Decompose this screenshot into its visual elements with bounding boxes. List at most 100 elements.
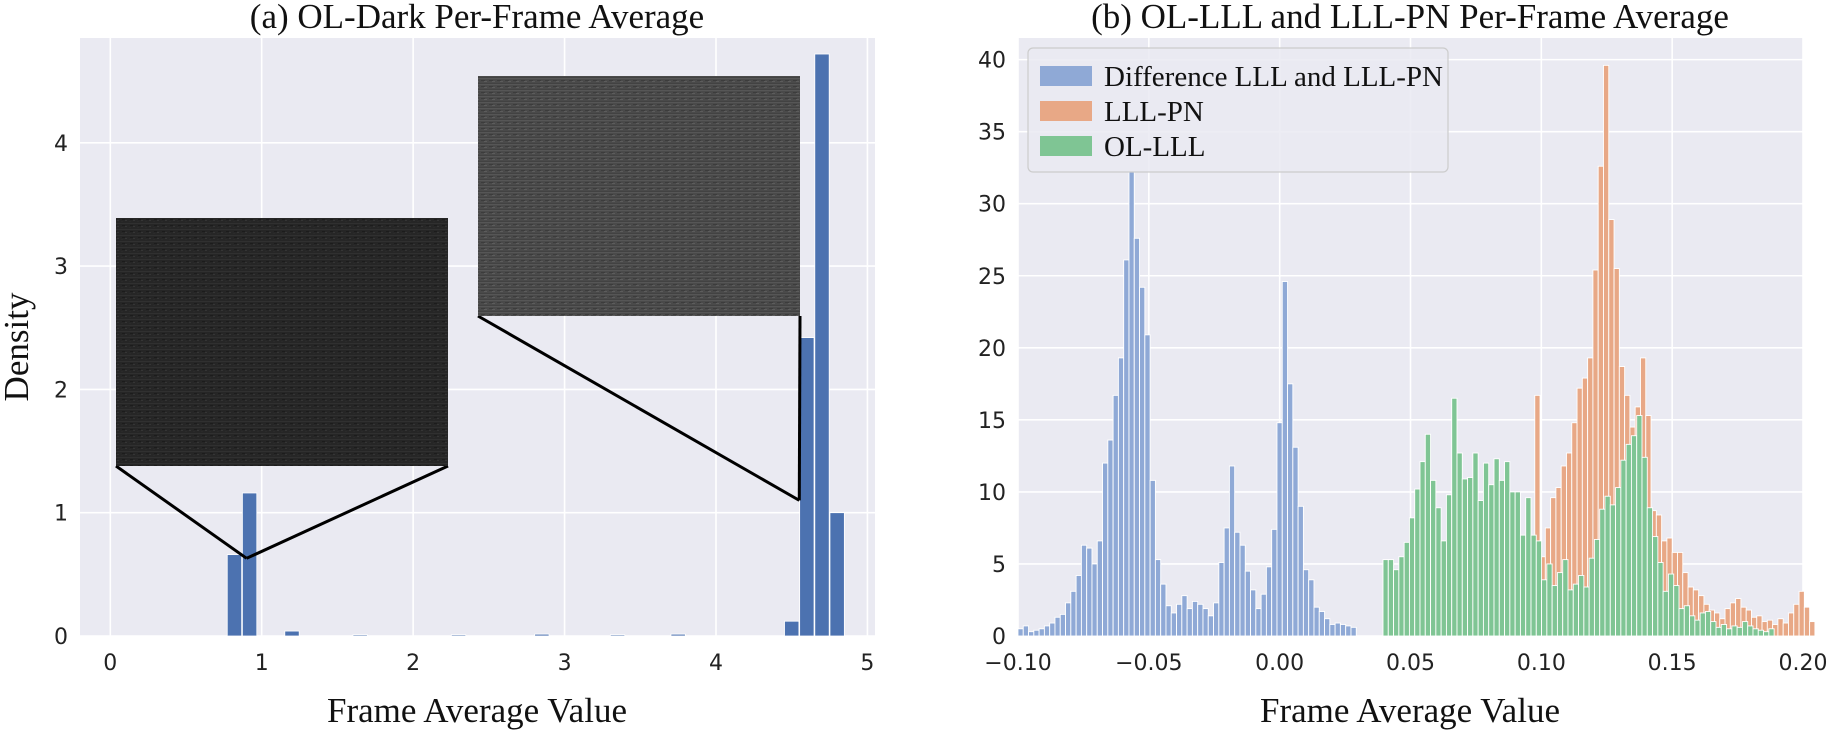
histogram-bar: [284, 630, 300, 637]
histogram-bar: [1107, 439, 1114, 637]
histogram-bar: [1223, 527, 1230, 637]
histogram-bar: [1408, 517, 1416, 637]
histogram-bar: [1498, 479, 1506, 637]
histogram-bar: [1308, 579, 1315, 637]
histogram-bar: [1757, 629, 1765, 637]
histogram-bar: [1445, 494, 1453, 637]
histogram-bar: [450, 634, 467, 637]
histogram-bar: [1535, 540, 1543, 637]
histogram-bar: [1393, 569, 1400, 637]
dark-frame-inset-right: [477, 76, 802, 502]
histogram-bar: [1080, 544, 1088, 637]
x-tick-label: 0.00: [1255, 651, 1304, 676]
x-tick-label: 0: [103, 651, 117, 676]
histogram-bar: [1798, 590, 1805, 637]
histogram-bar: [1788, 612, 1795, 637]
histogram-bar: [1599, 508, 1606, 637]
histogram-bar: [1339, 624, 1347, 637]
histogram-bar: [814, 53, 830, 637]
histogram-bar: [1472, 452, 1479, 637]
histogram-bar: [1546, 563, 1553, 637]
histogram-bar: [1334, 622, 1341, 637]
histogram-bar: [1250, 589, 1257, 637]
y-axis-label-a: Density: [0, 292, 36, 401]
y-tick-label: 3: [54, 255, 68, 280]
histogram-bar: [1430, 479, 1437, 637]
chart-title-a: (a) OL-Dark Per-Frame Average: [250, 0, 704, 36]
histogram-bar: [1398, 556, 1405, 637]
legend-entry: LLL-PN: [1104, 96, 1204, 128]
histogram-bar: [829, 512, 845, 637]
inset-image: [478, 76, 800, 316]
histogram-bar: [1102, 462, 1109, 637]
histogram-bar: [1207, 615, 1214, 637]
series-bars: [1382, 397, 1775, 637]
legend-frame: [1027, 47, 1449, 173]
y-tick-label: 15: [978, 409, 1006, 434]
histogram-bar: [1271, 528, 1278, 637]
histogram-bar: [1033, 629, 1040, 637]
histogram-bar: [1345, 625, 1352, 637]
histogram-bar: [1710, 621, 1717, 637]
x-ticks-a: 0 1 2 3 4 5: [103, 651, 874, 676]
histogram-bar: [1715, 626, 1722, 637]
histogram-bar: [1609, 504, 1617, 637]
histogram-bar: [1260, 593, 1267, 637]
histogram-bar: [1556, 572, 1564, 637]
x-tick-label: 2: [406, 651, 420, 676]
x-tick-label: 0.10: [1517, 651, 1566, 676]
panel-b: −0.10 −0.05 0.00 0.05 0.10 0.15 0.20 0 5 10 15 20 2…: [978, 0, 1827, 730]
histogram-bar: [1726, 628, 1733, 637]
y-tick-label: 10: [978, 481, 1006, 506]
y-tick-label: 0: [54, 625, 68, 650]
histogram-bar: [1139, 286, 1146, 637]
histogram-bar: [1741, 621, 1749, 637]
y-tick-label: 35: [978, 121, 1006, 146]
histogram-bar: [1440, 540, 1447, 637]
histogram-bar: [1720, 624, 1728, 637]
histogram-bar: [1239, 544, 1246, 637]
x-tick-label: 0.20: [1779, 651, 1828, 676]
histogram-bar: [1218, 562, 1225, 637]
histogram-bar: [1228, 465, 1236, 637]
legend-entry: OL-LLL: [1104, 131, 1205, 163]
histogram-bar: [1276, 422, 1283, 637]
histogram-bar: [1075, 575, 1082, 637]
histogram-bar: [1117, 357, 1125, 637]
histogram-bar: [1704, 611, 1712, 637]
histogram-bar: [1128, 171, 1135, 637]
histogram-bar: [1287, 383, 1294, 637]
inset-connector-line: [115, 464, 248, 560]
histogram-bar: [1213, 602, 1220, 637]
x-tick-label: 5: [860, 651, 874, 676]
histogram-bar: [1144, 334, 1151, 637]
legend-swatch: [1040, 66, 1092, 86]
histogram-bar: [1488, 484, 1495, 637]
x-tick-label: 0.15: [1648, 651, 1697, 676]
histogram-bar: [1625, 443, 1632, 637]
histogram-bar: [1154, 559, 1162, 637]
histogram-bar: [609, 634, 626, 637]
histogram-bar: [1022, 625, 1029, 637]
histogram-bar: [1133, 237, 1140, 637]
histogram-bar: [1673, 585, 1680, 637]
histogram-bar: [1514, 491, 1521, 637]
dark-frame-inset-left: [115, 218, 449, 560]
histogram-bar: [1059, 613, 1066, 637]
histogram-bar: [1424, 433, 1432, 637]
inset-connector-line: [797, 315, 802, 501]
histogram-bar: [1567, 589, 1574, 637]
histogram-bar: [1451, 397, 1458, 637]
histogram-bar: [1160, 583, 1167, 637]
inset-image: [116, 218, 448, 466]
x-tick-label: 1: [255, 651, 269, 676]
histogram-bar: [1636, 415, 1643, 637]
histogram-bar: [1763, 631, 1770, 637]
y-tick-label: 1: [54, 502, 68, 527]
histogram-bar: [1181, 595, 1188, 637]
histogram-bar: [1667, 573, 1675, 637]
histogram-bar: [1435, 507, 1442, 637]
histogram-bar: [1551, 585, 1558, 637]
histogram-bar: [1694, 619, 1701, 637]
